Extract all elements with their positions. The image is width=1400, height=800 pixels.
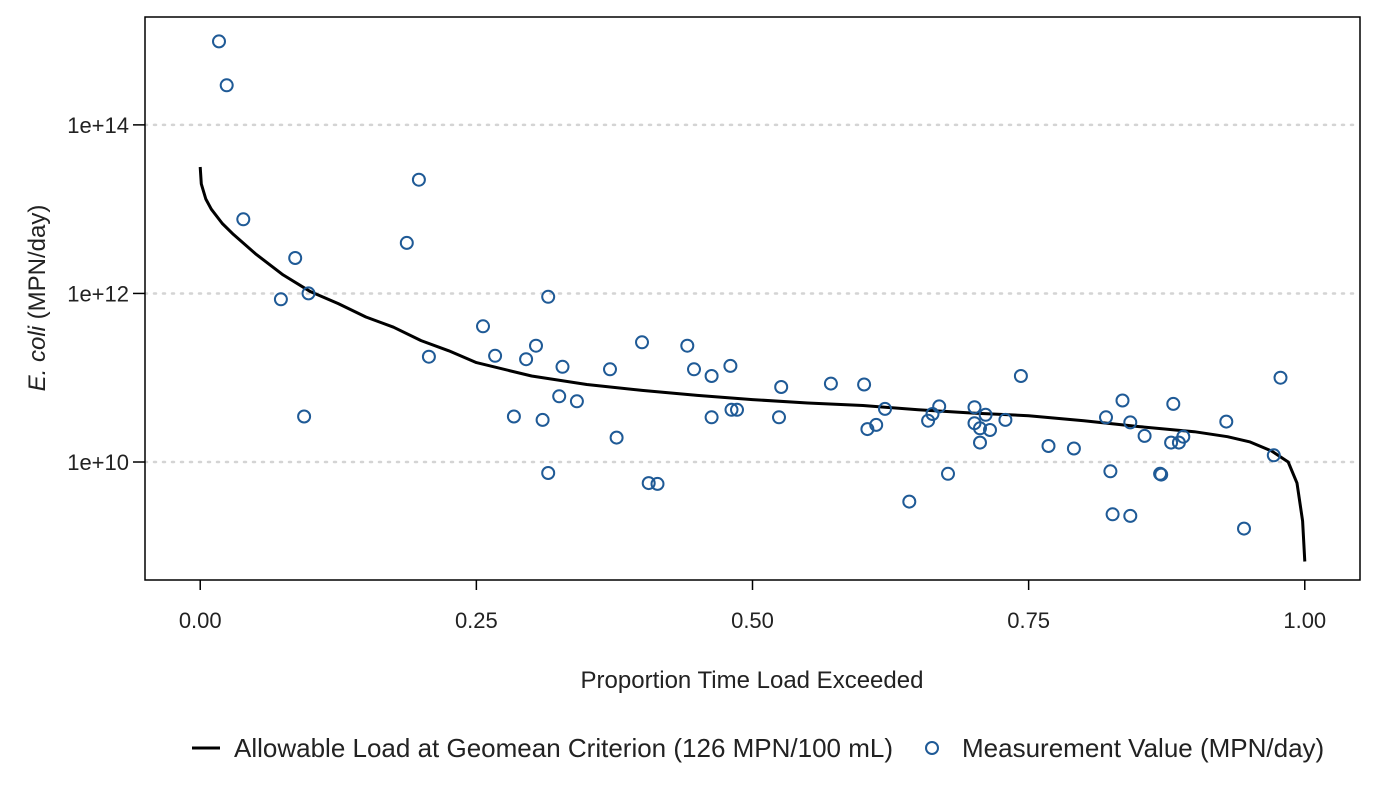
x-axis: 0.00 0.25 0.50 0.75 1.00 (179, 580, 1326, 633)
measurement-point (1123, 415, 1138, 430)
measurement-point (635, 335, 649, 350)
x-tick-label: 0.00 (179, 608, 222, 633)
legend: Allowable Load at Geomean Criterion (126… (192, 733, 1324, 763)
measurement-point (687, 362, 701, 377)
measurement-point (967, 400, 982, 415)
measurement-point (869, 417, 884, 432)
measurement-point (1154, 467, 1169, 482)
y-axis-title-unit: (MPN/day) (24, 205, 51, 326)
measurement-point (704, 410, 719, 425)
measurement-point (1137, 428, 1152, 443)
x-tick-label: 1.00 (1283, 608, 1326, 633)
measurement-point (973, 435, 987, 450)
measurement-point (772, 410, 786, 425)
measurement-point (730, 402, 744, 417)
gridlines (143, 123, 1362, 464)
measurement-point (932, 399, 947, 414)
measurement-point (219, 78, 234, 93)
x-axis-title: Proportion Time Load Exceeded (581, 667, 924, 694)
legend-line-label: Allowable Load at Geomean Criterion (126… (234, 733, 893, 763)
measurement-point (506, 409, 521, 424)
measurement-point (902, 494, 917, 509)
measurement-point (724, 402, 739, 417)
x-tick-label: 0.25 (455, 608, 498, 633)
measurement-point (1273, 370, 1288, 385)
y-tick-label: 1e+10 (67, 450, 129, 475)
measurement-point (288, 251, 303, 265)
measurement-point (603, 362, 617, 377)
measurement-point (1041, 439, 1056, 453)
measurement-point (1105, 507, 1120, 522)
measurement-point (823, 376, 838, 391)
measurement-point (569, 394, 584, 409)
measurement-point (609, 430, 624, 445)
measurement-point (273, 292, 288, 307)
measurement-point (555, 359, 570, 374)
legend-point-label: Measurement Value (MPN/day) (962, 733, 1324, 763)
measurement-point (236, 212, 251, 227)
measurement-point (1123, 508, 1138, 523)
measurement-point (878, 401, 892, 416)
measurement-point (723, 358, 738, 373)
measurement-point (476, 319, 490, 334)
measurement-point (535, 412, 550, 427)
measurement-point (973, 421, 987, 436)
y-tick-label: 1e+12 (67, 281, 129, 306)
measurement-point (1164, 435, 1179, 450)
measurement-point (411, 172, 426, 187)
measurement-point (680, 338, 695, 353)
scatter-series-layer (212, 34, 1288, 536)
measurement-point (1099, 410, 1113, 425)
measurement-point (541, 289, 556, 304)
measurement-point (1066, 441, 1081, 456)
measurement-point (1237, 521, 1251, 536)
x-tick-label: 0.50 (731, 608, 774, 633)
y-tick-label: 1e+14 (67, 113, 129, 138)
measurement-point (941, 466, 955, 481)
measurement-point (1176, 429, 1191, 444)
line-series-layer (198, 166, 1307, 562)
legend-point-key (925, 741, 939, 755)
measurement-point (399, 235, 414, 250)
measurement-point (541, 466, 556, 480)
measurement-point (519, 352, 534, 367)
measurement-point (983, 423, 997, 437)
measurement-point (998, 412, 1013, 427)
x-tick-label: 0.75 (1007, 608, 1050, 633)
measurement-point (1103, 464, 1118, 479)
measurement-point (212, 34, 226, 49)
allowable-load-line (198, 166, 1307, 562)
measurement-point (1013, 369, 1028, 383)
measurement-point (421, 349, 436, 364)
y-axis-title-italic: E. coli (24, 325, 51, 391)
measurement-point (1115, 393, 1130, 408)
measurement-point (297, 409, 312, 424)
measurement-point (857, 377, 872, 392)
measurement-point (774, 380, 789, 394)
measurement-point (650, 476, 665, 491)
measurement-point (488, 348, 503, 363)
measurement-point (1219, 414, 1234, 429)
measurement-point (641, 476, 656, 491)
measurement-point (529, 338, 543, 353)
measurement-point (978, 407, 993, 422)
measurement-point (704, 369, 719, 383)
y-axis: 1e+10 1e+12 1e+14 (67, 113, 145, 475)
measurement-point (1166, 396, 1181, 411)
measurement-point (301, 286, 316, 301)
measurement-point (1266, 448, 1281, 463)
measurement-point (552, 389, 567, 404)
y-axis-title: E. coli (MPN/day) (24, 205, 51, 392)
